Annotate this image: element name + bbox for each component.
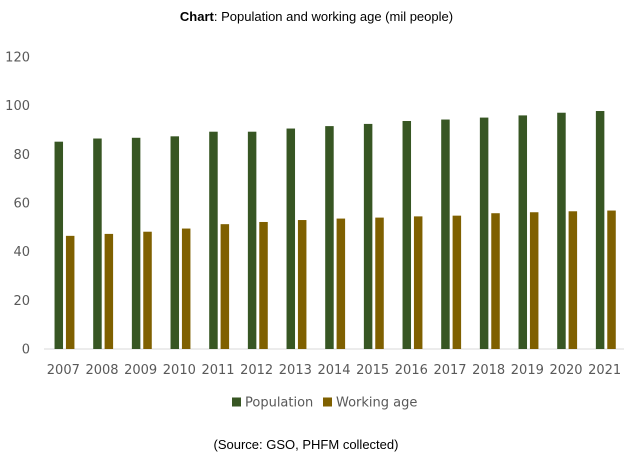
y-tick-label: 20 — [13, 294, 30, 309]
working-age-bar — [529, 212, 539, 349]
population-bar — [93, 138, 102, 349]
x-tick-label: 2019 — [511, 363, 544, 378]
population-bar — [557, 112, 566, 350]
working-age-bar — [413, 216, 423, 349]
population-bar — [441, 119, 450, 349]
x-tick-label: 2007 — [47, 363, 80, 378]
population-bar — [54, 141, 64, 349]
x-tick-label: 2013 — [279, 363, 312, 378]
x-tick-label: 2012 — [240, 363, 273, 378]
x-tick-label: 2018 — [472, 363, 505, 378]
working-age-bar — [143, 231, 152, 349]
chart-title-rest: : Population and working age (mil people… — [213, 9, 454, 24]
x-axis-ticks: 2007 2008 2009 2010 2011 2012 2013 2014 2015 2016… — [47, 363, 621, 378]
working-age-bar — [65, 235, 75, 349]
chart-title-bold: Chart — [179, 9, 214, 24]
y-tick-label: 0 — [22, 343, 30, 358]
x-tick-label: 2010 — [163, 363, 196, 378]
population-bar — [131, 137, 141, 349]
population-bar — [402, 120, 412, 349]
working-age-bar — [220, 224, 230, 349]
legend-label-population: Population — [245, 396, 313, 411]
x-tick-label: 2021 — [588, 363, 621, 378]
working-age-bar — [452, 215, 462, 349]
legend-swatch-working-age — [323, 397, 332, 407]
bars — [54, 111, 616, 350]
bar-chart: 0 20 40 60 80 100 120 2007 2008 2009 2010 2011 2012… — [5, 51, 624, 411]
working-age-bar — [181, 228, 191, 349]
population-bar — [363, 123, 373, 350]
working-age-bar — [104, 233, 114, 349]
y-tick-label: 120 — [5, 51, 30, 66]
working-age-bar — [568, 211, 578, 349]
x-tick-label: 2017 — [433, 363, 466, 378]
population-bar — [286, 128, 296, 349]
population-bar — [595, 111, 605, 350]
source-note: (Source: GSO, PHFM collected) — [213, 437, 399, 452]
x-tick-label: 2009 — [124, 363, 157, 378]
y-axis-ticks: 0 20 40 60 80 100 120 — [5, 51, 30, 358]
population-bar — [479, 117, 489, 349]
x-tick-label: 2020 — [549, 363, 582, 378]
population-bar — [209, 131, 218, 349]
x-tick-label: 2014 — [317, 363, 350, 378]
population-bar — [518, 115, 528, 350]
population-bar — [247, 131, 257, 349]
x-tick-label: 2008 — [85, 363, 118, 378]
working-age-bar — [297, 220, 307, 349]
x-tick-label: 2016 — [395, 363, 428, 378]
working-age-bar — [607, 210, 616, 349]
legend: Population Working age — [232, 396, 417, 411]
y-tick-label: 100 — [5, 99, 30, 114]
working-age-bar — [491, 213, 500, 349]
chart-title: Chart: Population and working age (mil p… — [0, 9, 633, 24]
legend-label-working-age: Working age — [336, 396, 417, 411]
y-tick-label: 40 — [13, 245, 30, 260]
x-tick-label: 2011 — [201, 363, 234, 378]
working-age-bar — [375, 217, 384, 349]
population-bar — [325, 126, 334, 350]
working-age-bar — [336, 218, 346, 349]
x-tick-label: 2015 — [356, 363, 389, 378]
y-tick-label: 80 — [13, 148, 30, 163]
legend-swatch-population — [232, 397, 241, 407]
working-age-bar — [259, 221, 268, 349]
y-tick-label: 60 — [13, 197, 30, 212]
population-bar — [170, 136, 180, 349]
